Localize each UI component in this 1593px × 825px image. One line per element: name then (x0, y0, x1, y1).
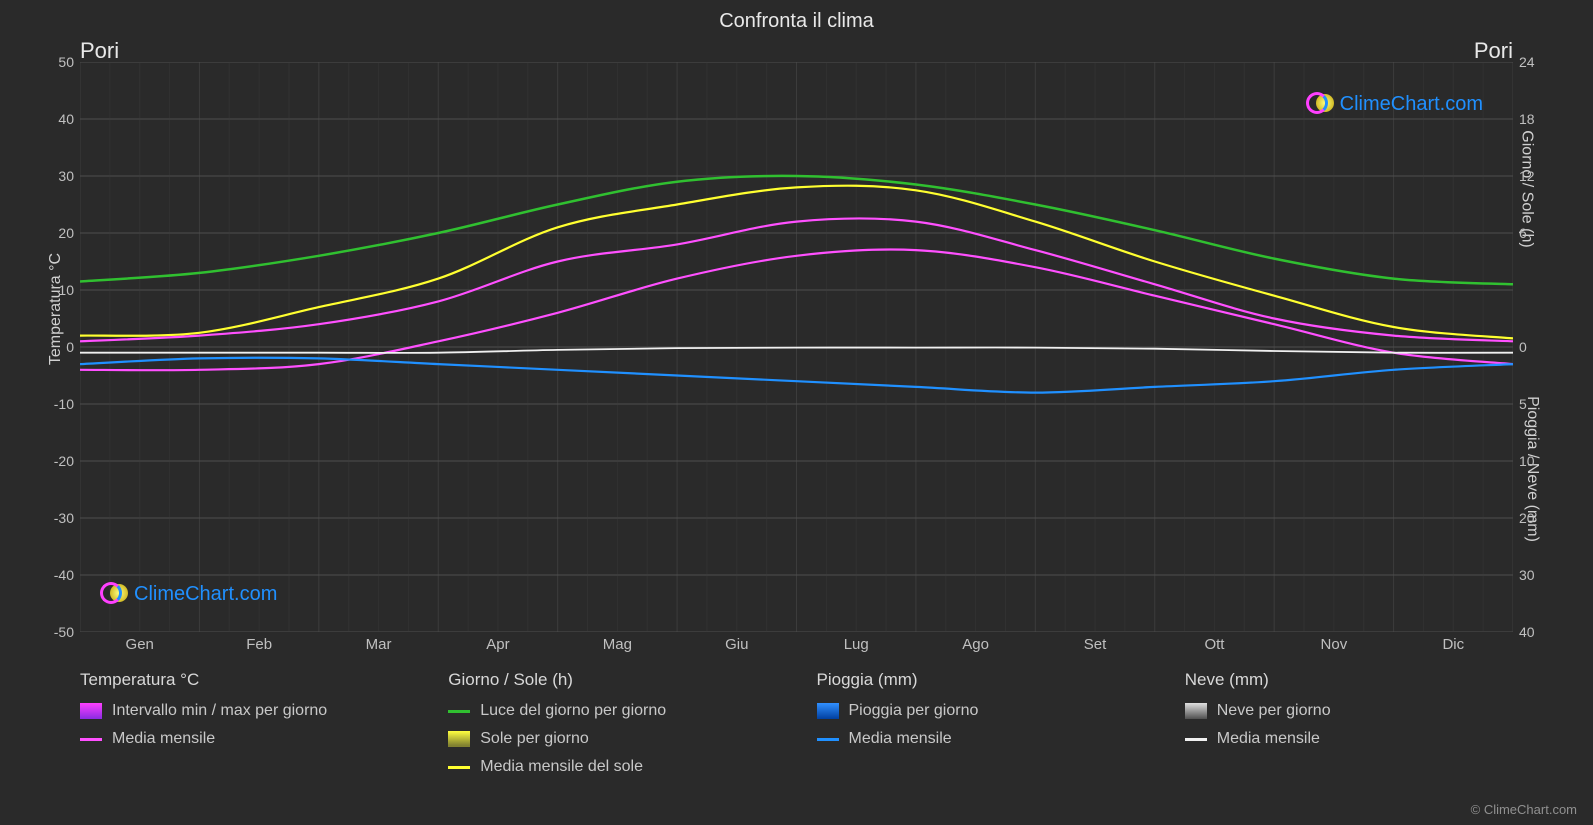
legend-label: Neve per giorno (1217, 702, 1331, 720)
ytick-right-hours: 12 (1513, 168, 1535, 184)
month-label: Ago (962, 636, 989, 653)
ytick-left: -40 (54, 567, 80, 583)
legend-swatch-icon (448, 731, 470, 747)
legend-label: Pioggia per giorno (849, 702, 979, 720)
legend-title: Giorno / Sole (h) (448, 670, 776, 690)
ytick-left: -50 (54, 624, 80, 640)
brand-watermark-bottom-left: ClimeChart.com (100, 580, 277, 608)
month-label: Lug (844, 636, 869, 653)
legend-item: Sole per giorno (448, 730, 776, 748)
brand-logo-icon (1306, 90, 1334, 118)
ytick-right-hours: 0 (1513, 339, 1527, 355)
legend-column: Pioggia (mm) Pioggia per giorno Media mens… (817, 670, 1145, 786)
legend-item: Pioggia per giorno (817, 702, 1145, 720)
legend-label: Media mensile del sole (480, 758, 643, 776)
ytick-left: 10 (58, 282, 80, 298)
chart-area: -50-40-30-20-100102030405024181260510203… (80, 62, 1513, 632)
legend-swatch-icon (1185, 703, 1207, 719)
legend-title: Pioggia (mm) (817, 670, 1145, 690)
copyright-text: © ClimeChart.com (1471, 802, 1577, 817)
brand-text: ClimeChart.com (1340, 93, 1483, 116)
ytick-left: 40 (58, 111, 80, 127)
legend-label: Intervallo min / max per giorno (112, 702, 327, 720)
location-label-left: Pori (80, 38, 119, 64)
ytick-right-mm: 30 (1513, 567, 1535, 583)
ytick-left: 50 (58, 54, 80, 70)
legend-column: Giorno / Sole (h) Luce del giorno per gio… (448, 670, 776, 786)
ytick-right-mm: 5 (1513, 396, 1527, 412)
ytick-right-hours: 18 (1513, 111, 1535, 127)
legend-item: Media mensile del sole (448, 758, 776, 776)
ytick-right-hours: 24 (1513, 54, 1535, 70)
legend-swatch-icon (817, 703, 839, 719)
legend-item: Media mensile (80, 730, 408, 748)
month-label: Nov (1321, 636, 1348, 653)
brand-text: ClimeChart.com (134, 583, 277, 606)
month-label: Apr (486, 636, 509, 653)
ytick-right-mm: 20 (1513, 510, 1535, 526)
brand-watermark-top-right: ClimeChart.com (1306, 90, 1483, 118)
legend-label: Luce del giorno per giorno (480, 702, 666, 720)
month-label: Feb (246, 636, 272, 653)
legend-title: Neve (mm) (1185, 670, 1513, 690)
legend-label: Media mensile (1217, 730, 1320, 748)
legend-title: Temperatura °C (80, 670, 408, 690)
legend-swatch-icon (80, 703, 102, 719)
legend-swatch-icon (1185, 738, 1207, 741)
ytick-right-mm: 10 (1513, 453, 1535, 469)
legend-swatch-icon (448, 710, 470, 713)
legend: Temperatura °C Intervallo min / max per g… (80, 670, 1513, 786)
month-label: Ott (1204, 636, 1224, 653)
legend-label: Sole per giorno (480, 730, 589, 748)
month-label: Dic (1442, 636, 1464, 653)
ytick-right-mm: 40 (1513, 624, 1535, 640)
legend-label: Media mensile (849, 730, 952, 748)
ytick-left: -10 (54, 396, 80, 412)
ytick-left: 20 (58, 225, 80, 241)
legend-item: Luce del giorno per giorno (448, 702, 776, 720)
legend-item: Media mensile (1185, 730, 1513, 748)
page-title: Confronta il clima (0, 0, 1593, 33)
ytick-left: -20 (54, 453, 80, 469)
legend-column: Neve (mm) Neve per giorno Media mensile (1185, 670, 1513, 786)
month-label: Set (1084, 636, 1107, 653)
legend-swatch-icon (817, 738, 839, 741)
ytick-right-hours: 6 (1513, 225, 1527, 241)
ytick-left: -30 (54, 510, 80, 526)
ytick-left: 30 (58, 168, 80, 184)
climate-chart-svg (80, 62, 1513, 632)
legend-swatch-icon (80, 738, 102, 741)
x-axis-labels: Gen Feb Mar Apr Mag Giu Lug Ago Set Ott Nov Dic (80, 636, 1513, 660)
legend-label: Media mensile (112, 730, 215, 748)
ytick-left: 0 (66, 339, 80, 355)
legend-swatch-icon (448, 766, 470, 769)
y-axis-label-left: Temperatura °C (47, 253, 65, 365)
legend-item: Intervallo min / max per giorno (80, 702, 408, 720)
month-label: Giu (725, 636, 748, 653)
legend-item: Neve per giorno (1185, 702, 1513, 720)
month-label: Gen (126, 636, 154, 653)
month-label: Mag (603, 636, 632, 653)
legend-column: Temperatura °C Intervallo min / max per g… (80, 670, 408, 786)
legend-item: Media mensile (817, 730, 1145, 748)
month-label: Mar (366, 636, 392, 653)
brand-logo-icon (100, 580, 128, 608)
location-label-right: Pori (1474, 38, 1513, 64)
